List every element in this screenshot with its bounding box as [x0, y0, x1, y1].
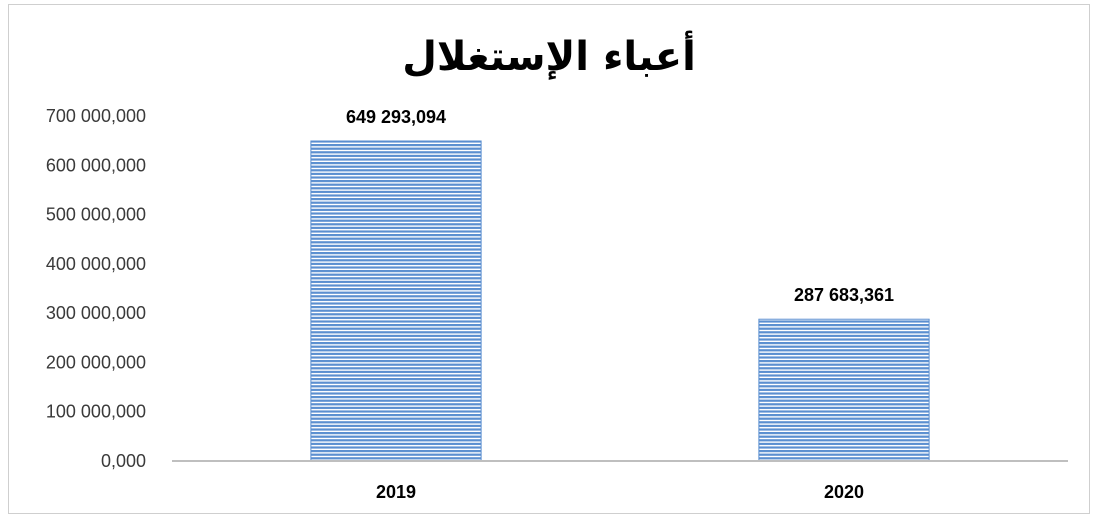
- y-tick-label: 0,000: [101, 451, 146, 471]
- y-tick-label: 200 000,000: [46, 352, 146, 372]
- y-tick-label: 600 000,000: [46, 155, 146, 175]
- y-tick-label: 700 000,000: [46, 106, 146, 126]
- bar-2019: [310, 140, 482, 462]
- bars-group: [310, 140, 930, 462]
- x-axis-ticks: 2019 2020: [376, 482, 864, 502]
- x-tick-label-2020: 2020: [824, 482, 864, 502]
- y-tick-label: 300 000,000: [46, 303, 146, 323]
- y-tick-label: 500 000,000: [46, 205, 146, 225]
- y-axis-ticks: 0,000 100 000,000 200 000,000 300 000,000 40…: [46, 106, 146, 471]
- y-tick-label: 400 000,000: [46, 254, 146, 274]
- data-labels-group: 649 293,094 287 683,361: [346, 107, 894, 305]
- data-label-2019: 649 293,094: [346, 107, 446, 127]
- bar-2020: [758, 318, 930, 462]
- y-tick-label: 100 000,000: [46, 402, 146, 422]
- chart-title: أعباء الإستغلال: [402, 30, 696, 80]
- x-tick-label-2019: 2019: [376, 482, 416, 502]
- data-label-2020: 287 683,361: [794, 285, 894, 305]
